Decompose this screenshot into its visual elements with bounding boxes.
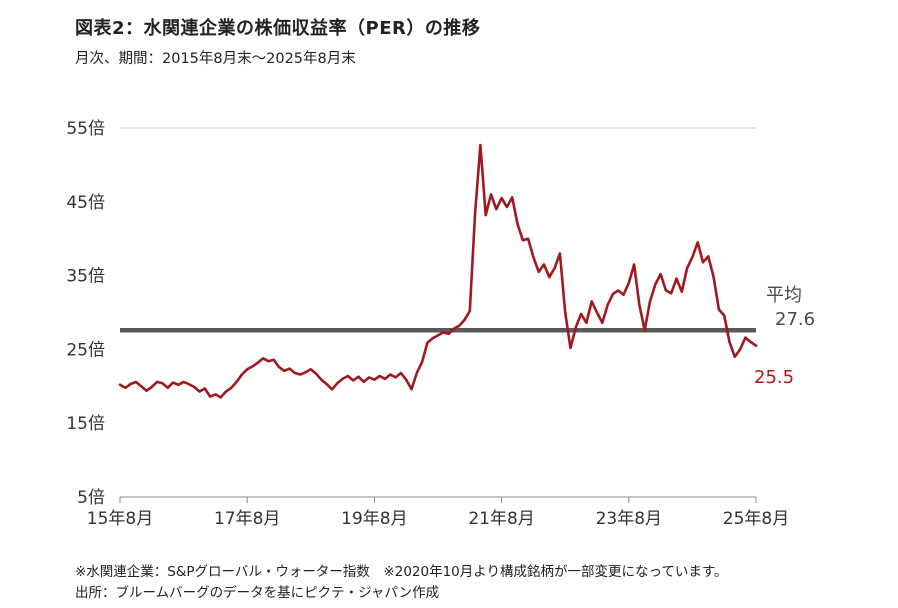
y-tick-label: 15倍 [66, 414, 105, 434]
per-line-series [118, 143, 758, 399]
y-tick-label: 5倍 [77, 488, 105, 508]
x-tick-label: 17年8月 [214, 509, 280, 529]
footnote-attribution: 出所：ブルームバーグのデータを基にピクテ・ジャパン作成 [75, 585, 440, 601]
chart-title: 図表2：水関連企業の株価収益率（PER）の推移 [75, 18, 481, 39]
x-tick-label: 19年8月 [341, 509, 407, 529]
y-tick-label: 55倍 [66, 119, 105, 139]
average-label: 平均 [766, 285, 802, 306]
x-tick-label: 21年8月 [468, 509, 534, 529]
x-tick-label: 23年8月 [596, 509, 662, 529]
y-tick-label: 25倍 [66, 340, 105, 360]
x-tick-label: 15年8月 [87, 509, 153, 529]
y-tick-label: 35倍 [66, 267, 105, 287]
latest-value-label: 25.5 [754, 367, 795, 388]
footnote-source-note: ※水関連企業：S&Pグローバル・ウォーター指数 ※2020年10月より構成銘柄が… [75, 564, 728, 580]
y-tick-label: 45倍 [66, 193, 105, 213]
chart-subtitle: 月次、期間：2015年8月末～2025年8月末 [75, 51, 356, 67]
average-value: 27.6 [775, 309, 816, 330]
x-tick-label: 25年8月 [723, 509, 789, 529]
